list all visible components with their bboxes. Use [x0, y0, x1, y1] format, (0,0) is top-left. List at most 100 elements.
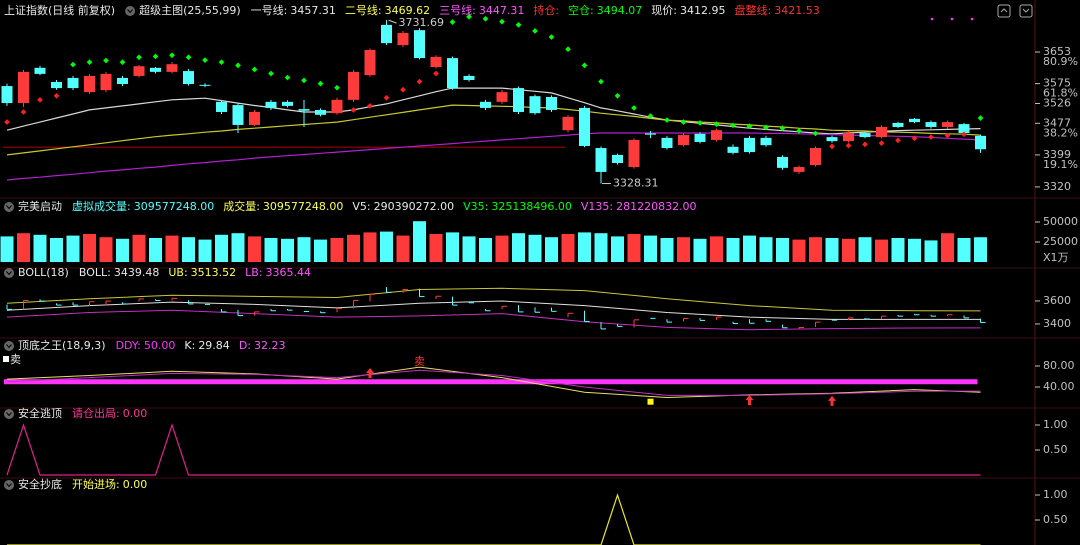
panel-menu-icon — [4, 202, 14, 212]
legend-name: 请仓出局: — [72, 406, 120, 420]
legend-value: 3412.95 — [680, 4, 726, 17]
y-tick-label: 3400 — [1043, 317, 1071, 330]
candle-body — [958, 124, 970, 134]
low-annotation: 3328.31 — [613, 177, 659, 190]
volume-bar — [149, 238, 162, 262]
sar-dot — [812, 130, 819, 137]
legend-name: BOLL: — [79, 266, 111, 279]
volume-bar — [413, 221, 426, 262]
candle-body — [876, 126, 887, 138]
sar-dot — [977, 115, 984, 121]
sar-dot — [548, 34, 555, 40]
volume-bar — [297, 237, 311, 262]
kdj-line — [6, 369, 981, 396]
legend-value: 325138496.00 — [491, 200, 571, 213]
volume-bar — [858, 237, 872, 262]
volume-bar — [83, 234, 96, 262]
candle-body — [18, 71, 29, 104]
sar-dot — [433, 70, 439, 77]
volume-bar — [561, 234, 575, 262]
legend-name: 开始进场: — [72, 477, 120, 491]
legend-name: 二号线: — [345, 3, 382, 17]
sar-dot — [680, 119, 687, 125]
candle-body — [315, 109, 326, 115]
legend-value: 3457.31 — [290, 4, 336, 17]
sar-dot — [400, 86, 406, 93]
sar-dot — [746, 123, 753, 129]
candle-body — [447, 58, 458, 89]
volume-bar — [627, 234, 641, 262]
panel-menu-chevron — [127, 9, 133, 14]
sar-dot — [614, 92, 621, 99]
legend-name: 持仓: — [533, 3, 559, 17]
volume-bar — [429, 234, 443, 262]
candle-body — [117, 77, 128, 85]
panel-title: 上证指数(日线 前复权) — [4, 3, 115, 17]
sar-dot — [268, 70, 274, 77]
sar-dot — [383, 94, 390, 101]
volume-bar — [776, 238, 789, 262]
volume-bar — [842, 238, 855, 262]
legend-name: 空仓: — [568, 3, 594, 17]
sar-dot — [565, 46, 571, 53]
sar-dot — [20, 109, 27, 115]
sar-dot — [581, 62, 588, 69]
legend-name: V135: — [581, 200, 613, 213]
volume-bar — [248, 236, 261, 262]
fib-tick-label: 80.9% — [1043, 55, 1078, 68]
volume-bar — [693, 238, 707, 262]
sar-dot — [301, 77, 307, 84]
volume-bar — [809, 237, 822, 262]
collapse-button[interactable] — [1019, 4, 1033, 18]
volume-bar — [446, 232, 459, 262]
sar-dot — [763, 124, 769, 131]
candle-body — [892, 122, 904, 127]
y-tick-label: 3526 — [1043, 96, 1071, 109]
sar-dot — [367, 103, 373, 109]
candle-body — [513, 88, 524, 112]
volume-bar — [974, 237, 987, 262]
legend-value: 3421.53 — [774, 4, 820, 17]
legend-value: 3469.62 — [385, 4, 431, 17]
moving-average-line — [6, 87, 981, 135]
sell-key: 卖 — [10, 353, 21, 366]
panel-menu-icon — [4, 480, 14, 490]
y-tick-label: 1.00 — [1043, 488, 1068, 501]
candle-body — [562, 116, 574, 131]
sar-dot — [631, 105, 637, 111]
sar-dot — [895, 137, 901, 144]
sar-dot — [829, 143, 835, 150]
candle-body — [595, 148, 607, 172]
candle-body — [694, 133, 706, 142]
volume-bar — [50, 238, 63, 262]
legend-name: D: — [239, 339, 251, 352]
sar-dot — [878, 140, 885, 146]
candle-body — [397, 32, 409, 46]
volume-bar — [462, 236, 476, 262]
indicator-dot — [930, 17, 934, 21]
candle-body — [942, 122, 953, 127]
indicator-dot — [970, 17, 974, 21]
candle-body — [1, 86, 13, 104]
indicator-name: 超级主图(25,55,99) — [139, 3, 241, 17]
panel-menu-icon — [4, 268, 14, 278]
candle-body — [480, 101, 491, 108]
sar-dot — [697, 120, 703, 126]
candle-body — [793, 167, 805, 172]
settings-button[interactable] — [997, 4, 1011, 18]
volume-bar — [132, 234, 146, 262]
legend-value: 3447.31 — [479, 4, 525, 17]
candle-body — [100, 73, 112, 91]
candle-body — [628, 139, 640, 168]
candle-body — [463, 75, 475, 80]
y-tick-label: 80.00 — [1043, 359, 1075, 372]
candle-body — [133, 66, 145, 76]
volume-bar — [165, 235, 179, 262]
legend-value: 3365.44 — [266, 266, 312, 279]
volume-bar — [644, 235, 657, 262]
volume-bar — [495, 235, 509, 262]
panel-title: 顶底之王(18,9,3) — [18, 338, 106, 352]
sar-dot — [647, 113, 654, 119]
sell-note: 卖 — [414, 355, 425, 368]
volume-unit: X1万 — [1043, 251, 1069, 264]
